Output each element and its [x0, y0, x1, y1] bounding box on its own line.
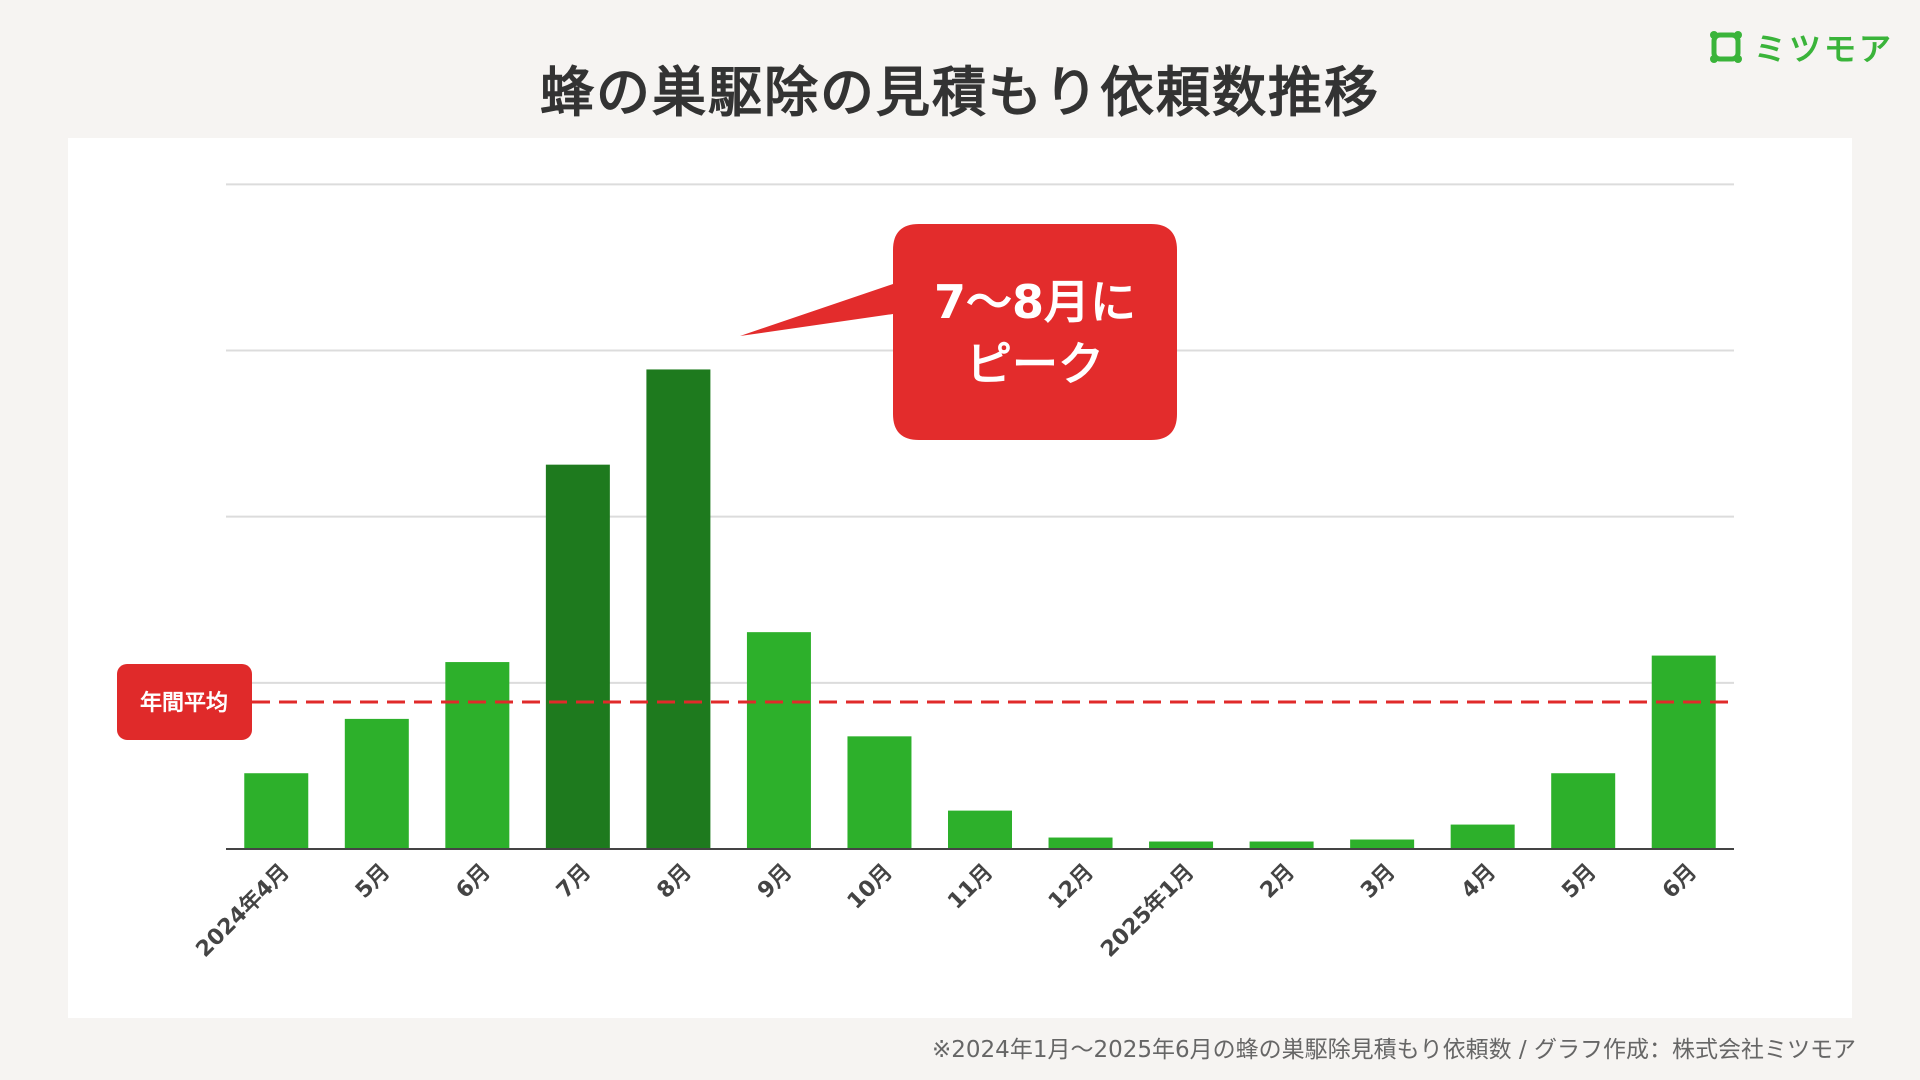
x-tick-label: 5月	[351, 860, 395, 904]
bar	[1350, 839, 1415, 849]
x-tick-label: 6月	[1658, 860, 1702, 904]
bar	[344, 718, 409, 849]
bar	[847, 736, 912, 849]
bar	[244, 773, 309, 849]
bar	[545, 464, 610, 849]
bar	[746, 632, 811, 849]
callout-line-1: 7〜8月に	[934, 275, 1136, 329]
x-tick-label: 4月	[1457, 860, 1501, 904]
logo-text: ミツモア	[1753, 30, 1894, 68]
x-tick-label: 7月	[552, 860, 596, 904]
bar	[646, 369, 711, 849]
source-note: ※2024年1月〜2025年6月の蜂の巣駆除見積もり依頼数 / グラフ作成：株式…	[932, 1037, 1856, 1063]
x-tick-label: 8月	[653, 860, 697, 904]
x-tick-label: 2024年4月	[191, 859, 295, 963]
bar	[1551, 773, 1616, 849]
x-tick-label: 10月	[843, 860, 898, 915]
callout-line-2: ピーク	[966, 337, 1104, 391]
x-tick-label: 9月	[753, 860, 797, 904]
bar	[445, 662, 510, 849]
page-title: 蜂の巣駆除の見積もり依頼数推移	[540, 61, 1380, 124]
average-label: 年間平均	[140, 690, 228, 716]
x-tick-label: 6月	[452, 860, 496, 904]
x-tick-label: 11月	[943, 860, 998, 915]
x-tick-label: 12月	[1044, 860, 1099, 915]
x-tick-label: 2025年1月	[1096, 859, 1200, 963]
x-tick-label: 3月	[1356, 860, 1400, 904]
x-tick-label: 2月	[1256, 860, 1300, 904]
peak-callout: 7〜8月に ピーク	[740, 224, 1177, 440]
logo: ミツモア	[1706, 24, 1894, 70]
bar	[1651, 655, 1716, 849]
mitsumore-logo-icon	[1709, 31, 1742, 63]
bar	[948, 810, 1012, 849]
bar	[1450, 824, 1515, 849]
average-badge: 年間平均	[117, 663, 252, 740]
bar	[1249, 841, 1314, 849]
bar	[1048, 837, 1113, 849]
x-tick-label: 5月	[1557, 860, 1601, 904]
bar	[1149, 841, 1214, 849]
bars	[244, 369, 1716, 849]
